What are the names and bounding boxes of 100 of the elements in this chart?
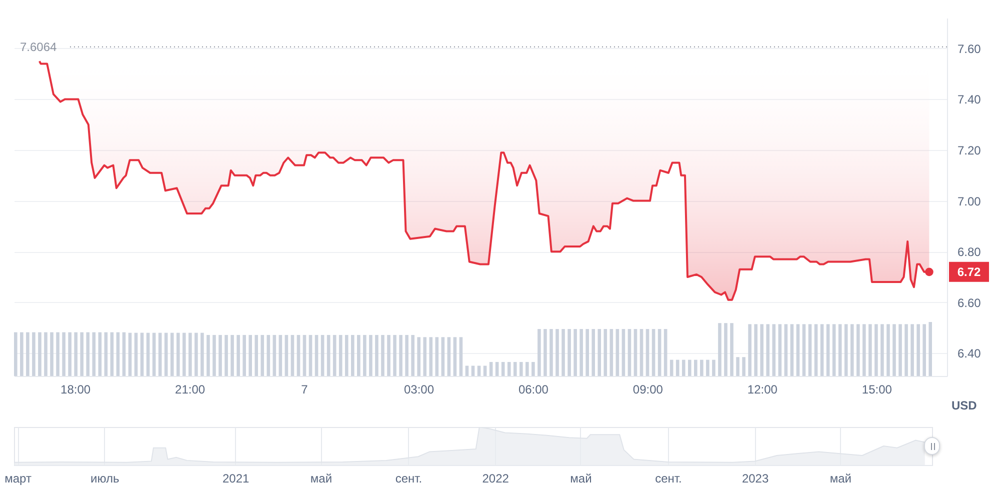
- bar: [218, 334, 222, 376]
- bar: [308, 334, 312, 376]
- bar: [850, 324, 854, 376]
- bar: [670, 360, 674, 376]
- y-tick-label: 7.60: [958, 42, 982, 56]
- x-tick-label: 2021: [222, 472, 250, 486]
- x-tick-label: 12:00: [747, 382, 778, 396]
- bar: [610, 329, 614, 376]
- x-tick-label: май: [570, 472, 592, 486]
- bar: [152, 332, 156, 376]
- bar: [363, 334, 366, 376]
- bar: [532, 362, 535, 376]
- bar: [441, 337, 445, 376]
- bar: [381, 334, 384, 376]
- bar: [688, 360, 692, 376]
- x-tick-label: май: [310, 472, 332, 486]
- annotation: 6.72: [957, 264, 981, 279]
- bar: [350, 334, 354, 376]
- bar: [628, 329, 632, 376]
- bar: [128, 332, 132, 376]
- y-tick-label: 7.20: [958, 144, 982, 158]
- bar: [772, 324, 776, 376]
- bar: [748, 324, 752, 376]
- bar: [56, 332, 60, 376]
- bar: [26, 332, 30, 376]
- x-tick-label: 15:00: [862, 382, 892, 396]
- bar: [814, 324, 818, 376]
- bar: [658, 329, 662, 376]
- bar: [622, 329, 626, 376]
- x-tick-label: 09:00: [632, 382, 664, 396]
- bar: [652, 329, 656, 376]
- bar: [808, 324, 812, 376]
- bar: [98, 332, 102, 376]
- bar: [718, 323, 722, 376]
- bar: [200, 332, 204, 376]
- bar: [562, 329, 565, 376]
- bar: [357, 334, 360, 376]
- bar: [766, 324, 770, 376]
- bar: [874, 324, 878, 376]
- bar: [459, 337, 463, 376]
- bar: [826, 324, 830, 376]
- bar: [447, 337, 451, 376]
- bar: [477, 366, 481, 376]
- bar: [44, 332, 48, 376]
- bar: [778, 324, 782, 376]
- bar: [706, 360, 710, 376]
- bar: [254, 334, 258, 376]
- bar: [844, 324, 848, 376]
- bar: [393, 334, 396, 376]
- bar: [507, 362, 511, 376]
- bar: [453, 337, 457, 376]
- y-axis-title: USD: [952, 398, 978, 412]
- bar: [290, 334, 294, 376]
- bar: [586, 329, 589, 376]
- bar: [116, 332, 120, 376]
- bar: [206, 334, 210, 376]
- bar: [417, 337, 420, 376]
- bar: [110, 332, 114, 376]
- bar: [898, 324, 902, 376]
- bar: [332, 334, 336, 376]
- bar: [194, 332, 198, 376]
- bar: [646, 329, 650, 376]
- bar: [465, 366, 469, 376]
- bar: [242, 334, 246, 376]
- bar: [170, 332, 174, 376]
- bar: [104, 332, 108, 376]
- bar: [429, 337, 433, 376]
- bar: [260, 334, 264, 376]
- bar: [892, 324, 896, 376]
- bar: [68, 332, 72, 376]
- x-tick-label: сент.: [395, 472, 422, 486]
- bar: [802, 324, 806, 376]
- bar: [856, 324, 860, 376]
- bar: [134, 332, 138, 376]
- bar: [86, 332, 90, 376]
- bar: [676, 360, 680, 376]
- bar: [580, 329, 583, 376]
- bar: [916, 324, 920, 376]
- bar: [724, 323, 728, 376]
- bar: [868, 324, 872, 376]
- bar: [682, 360, 686, 376]
- bar: [694, 360, 698, 376]
- bar: [50, 332, 54, 376]
- bar: [375, 334, 378, 376]
- x-tick-label: 7: [301, 382, 308, 396]
- bar: [838, 324, 842, 376]
- bar: [832, 324, 836, 376]
- x-tick-label: сент.: [655, 472, 682, 486]
- bar: [736, 357, 740, 376]
- bar: [176, 332, 180, 376]
- bar: [272, 334, 276, 376]
- bar: [164, 332, 168, 376]
- y-tick-label: 6.40: [958, 346, 982, 361]
- bar: [760, 324, 764, 376]
- bar: [483, 366, 487, 376]
- bar: [664, 329, 668, 376]
- bar: [574, 329, 577, 376]
- bar: [212, 334, 216, 376]
- bar: [236, 334, 240, 376]
- x-tick-label: 2022: [482, 472, 510, 486]
